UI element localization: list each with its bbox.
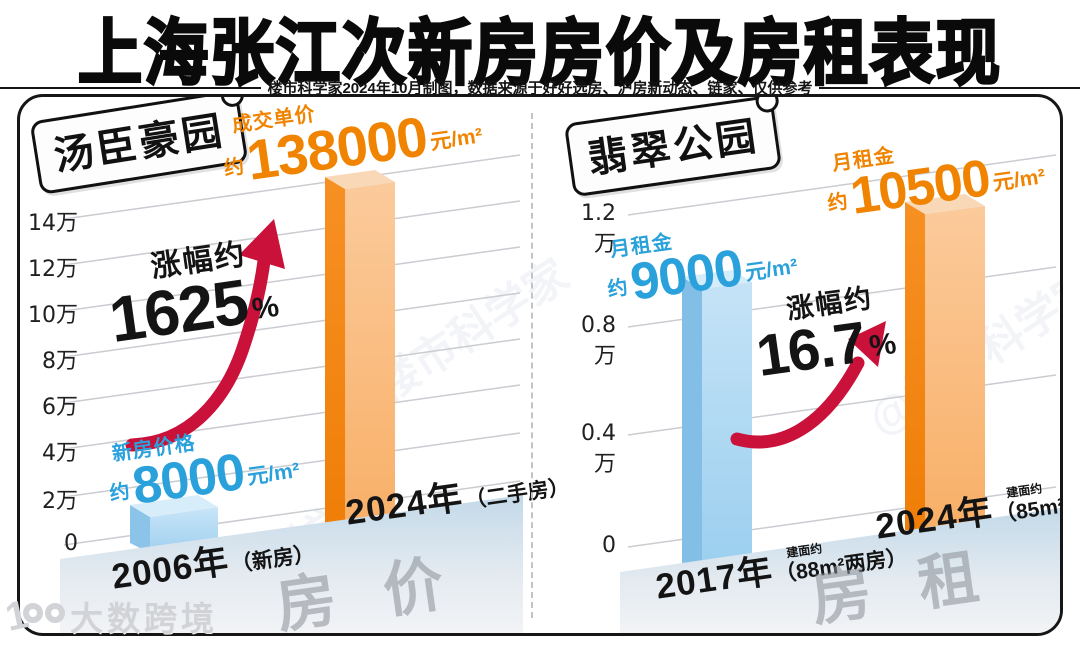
rent-cat-2024-paren: 建面约（85m²两房） — [993, 481, 1063, 527]
brand-100-icon: 1 — [2, 592, 70, 640]
price-end-approx: 约 — [222, 156, 246, 181]
rent-ytick: 0 — [602, 533, 616, 558]
brand-name: 大数跨境 — [70, 600, 218, 637]
price-chart-canvas — [60, 154, 523, 633]
price-ytick: 4万 — [42, 441, 78, 466]
price-start-unit: 元/m² — [245, 458, 302, 489]
price-start-value: 8000 — [128, 442, 248, 516]
page-title: 上海张江次新房房价及房租表现 — [77, 11, 1002, 95]
rent-bar-2017 — [682, 270, 752, 572]
price-ytick: 8万 — [42, 349, 78, 374]
price-base-band — [60, 495, 523, 633]
rent-end-unit: 元/m² — [991, 164, 1047, 195]
rent-ytick: 1.2万 — [581, 201, 616, 257]
price-ytick: 2万 — [42, 489, 78, 514]
price-start-approx: 约 — [108, 480, 132, 506]
price-ytick: 6万 — [42, 395, 78, 420]
chart-panel: @楼市科学家 @楼市科学家 @楼市科学家 @楼市科学家 — [17, 94, 1063, 636]
rent-change-unit: % — [867, 327, 899, 364]
rent-start-value: 9000 — [626, 238, 746, 312]
rent-start-unit: 元/m² — [743, 254, 800, 285]
price-ytick: 12万 — [28, 257, 78, 282]
rent-base-band — [620, 508, 1060, 633]
price-ytick: 0 — [64, 531, 78, 556]
price-end-unit: 元/m² — [428, 124, 485, 155]
price-ytick: 10万 — [28, 303, 78, 328]
rent-start-approx: 约 — [606, 276, 630, 302]
brand-logo: 1 大数跨境 — [2, 592, 218, 640]
price-change-unit: % — [249, 289, 281, 326]
price-change-value: 1625 — [105, 265, 253, 356]
subtitle-rule-left — [0, 86, 262, 89]
subtitle: 楼市科学家2024年10月制图，数据来源于好好选房、沪房新动态、链家、仅供参考 — [267, 80, 813, 97]
subtitle-rule-right — [818, 86, 1080, 89]
rent-chart-canvas — [620, 154, 1060, 633]
panel-divider — [531, 113, 533, 618]
rent-change-value: 16.7 — [752, 309, 870, 390]
subtitle-row: 楼市科学家2024年10月制图，数据来源于好好选房、沪房新动态、链家、仅供参考 — [0, 77, 1080, 98]
price-ytick: 14万 — [28, 211, 78, 236]
rent-bar-2024 — [905, 194, 985, 542]
rent-growth-arrow — [730, 321, 886, 449]
rent-ytick: 0.4万 — [581, 421, 616, 477]
price-bar-2024 — [325, 170, 395, 547]
price-growth-arrow — [125, 219, 285, 452]
rent-change-label: 涨幅约 16.7 % — [748, 274, 899, 390]
rent-ytick: 0.8万 — [581, 313, 616, 369]
rent-end-approx: 约 — [826, 190, 850, 216]
